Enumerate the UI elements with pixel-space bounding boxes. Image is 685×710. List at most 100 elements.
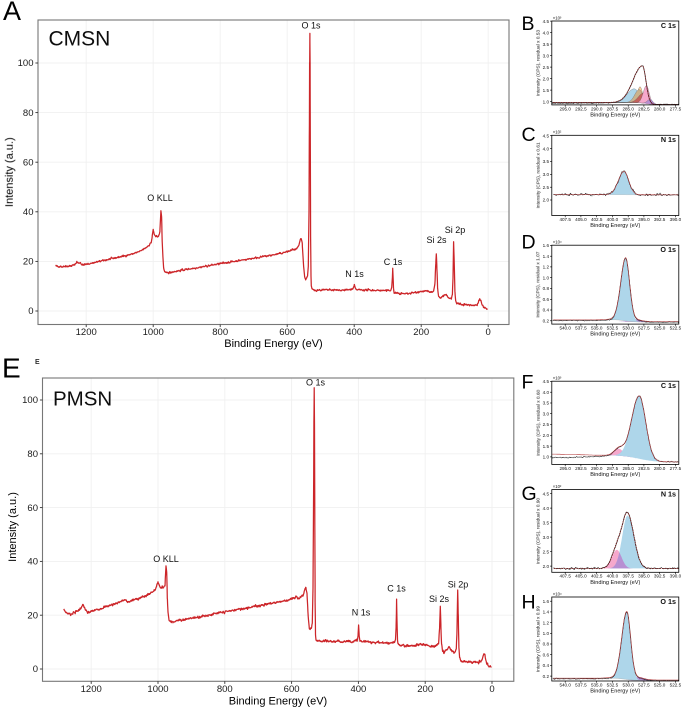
svg-text:290.0: 290.0 [591,466,603,471]
svg-text:100: 100 [22,395,38,406]
svg-text:N 1s: N 1s [661,135,676,144]
svg-text:532.5: 532.5 [607,326,619,331]
svg-text:O 1s: O 1s [660,597,676,606]
svg-text:E: E [2,353,21,384]
svg-text:1.2: 1.2 [543,620,550,625]
svg-text:G: G [522,483,537,505]
svg-text:H: H [522,592,536,614]
svg-text:292.5: 292.5 [575,466,587,471]
svg-text:0.4: 0.4 [543,663,550,668]
svg-text:537.5: 537.5 [575,326,587,331]
svg-text:400.0: 400.0 [607,217,619,222]
svg-text:PMSN: PMSN [53,388,112,411]
svg-text:282.5: 282.5 [638,466,650,471]
svg-text:3.0: 3.0 [543,172,550,177]
svg-text:292.5: 292.5 [575,106,587,111]
svg-text:4.0: 4.0 [543,390,550,395]
svg-text:397.5: 397.5 [622,217,634,222]
svg-text:40: 40 [23,207,34,218]
svg-text:0.8: 0.8 [543,286,550,291]
svg-text:Intensity (CPS), residual x 0.: Intensity (CPS), residual x 0.60 [536,389,542,455]
svg-text:60: 60 [23,157,34,168]
svg-text:D: D [522,232,536,254]
svg-text:405.0: 405.0 [575,217,587,222]
svg-text:535.0: 535.0 [591,682,603,687]
svg-text:395.0: 395.0 [638,217,650,222]
svg-text:400: 400 [346,327,362,338]
svg-text:N 1s: N 1s [352,608,371,618]
svg-text:1.0: 1.0 [543,99,550,104]
svg-text:100: 100 [18,58,34,69]
svg-text:O 1s: O 1s [306,378,326,388]
svg-text:277.5: 277.5 [670,466,682,471]
svg-text:397.5: 397.5 [622,574,634,579]
svg-text:285.0: 285.0 [622,106,634,111]
svg-text:800: 800 [217,684,233,695]
svg-text:532.5: 532.5 [607,682,619,687]
svg-text:282.5: 282.5 [638,106,650,111]
svg-text:3.0: 3.0 [543,411,550,416]
svg-text:E: E [35,359,40,366]
svg-text:C 1s: C 1s [661,381,676,390]
svg-text:277.5: 277.5 [670,106,682,111]
svg-text:0.2: 0.2 [543,319,550,324]
svg-text:Binding Energy (eV): Binding Energy (eV) [590,689,640,695]
svg-text:0.6: 0.6 [543,297,550,302]
svg-text:0.6: 0.6 [543,652,550,657]
svg-text:20: 20 [27,610,38,621]
svg-text:522.5: 522.5 [670,682,682,687]
svg-text:540.0: 540.0 [559,326,571,331]
svg-text:×10³: ×10³ [553,376,562,381]
svg-text:×10²: ×10² [553,130,562,135]
svg-text:280.0: 280.0 [654,106,666,111]
svg-text:Intensity (CPS), residual x 0.: Intensity (CPS), residual x 0.61 [536,142,542,208]
svg-text:392.5: 392.5 [654,217,666,222]
svg-text:C: C [522,124,536,146]
svg-text:40: 40 [27,557,38,568]
svg-text:1.5: 1.5 [543,444,550,449]
svg-text:800: 800 [212,327,228,338]
svg-text:4.0: 4.0 [543,506,550,511]
svg-text:392.5: 392.5 [654,574,666,579]
svg-text:1.5: 1.5 [543,88,550,93]
svg-text:4.5: 4.5 [543,19,550,24]
svg-text:527.5: 527.5 [638,326,650,331]
svg-text:2.5: 2.5 [543,422,550,427]
svg-text:0.8: 0.8 [543,642,550,647]
svg-text:Intensity (CPS), residual x 0.: Intensity (CPS), residual x 0.99 [536,606,542,672]
svg-text:Binding Energy (eV): Binding Energy (eV) [590,580,640,586]
svg-text:2.0: 2.0 [543,76,550,81]
svg-text:4.0: 4.0 [543,30,550,35]
svg-text:2.5: 2.5 [543,65,550,70]
svg-text:1200: 1200 [81,684,102,695]
svg-text:1200: 1200 [76,327,97,338]
svg-text:535.0: 535.0 [591,326,603,331]
svg-text:Binding Energy (eV): Binding Energy (eV) [590,472,640,478]
svg-text:O KLL: O KLL [147,193,173,203]
svg-text:540.0: 540.0 [559,682,571,687]
svg-text:2.5: 2.5 [543,549,550,554]
svg-text:407.5: 407.5 [559,574,571,579]
svg-text:2.0: 2.0 [543,198,550,203]
svg-text:Binding Energy (eV): Binding Energy (eV) [224,338,322,350]
svg-text:Intensity (a.u.): Intensity (a.u.) [7,492,19,562]
svg-text:600: 600 [284,684,300,695]
svg-text:Si 2p: Si 2p [448,580,469,590]
svg-text:F: F [522,372,534,394]
svg-text:400: 400 [350,684,366,695]
svg-text:20: 20 [23,257,34,268]
svg-text:290.0: 290.0 [591,106,603,111]
svg-text:2.0: 2.0 [543,433,550,438]
svg-text:C 1s: C 1s [387,584,406,594]
svg-text:295.0: 295.0 [559,466,571,471]
svg-text:1.4: 1.4 [543,254,550,259]
svg-text:1.6: 1.6 [543,243,550,248]
svg-text:3.5: 3.5 [543,401,550,406]
svg-text:0: 0 [33,664,38,675]
svg-text:N 1s: N 1s [661,489,676,498]
svg-text:0: 0 [489,684,494,695]
svg-text:80: 80 [27,449,38,460]
svg-text:N 1s: N 1s [345,269,364,279]
svg-text:×10⁴: ×10⁴ [553,240,562,245]
svg-text:Intensity (CPS), residual x 0.: Intensity (CPS), residual x 0.90 [536,498,542,564]
